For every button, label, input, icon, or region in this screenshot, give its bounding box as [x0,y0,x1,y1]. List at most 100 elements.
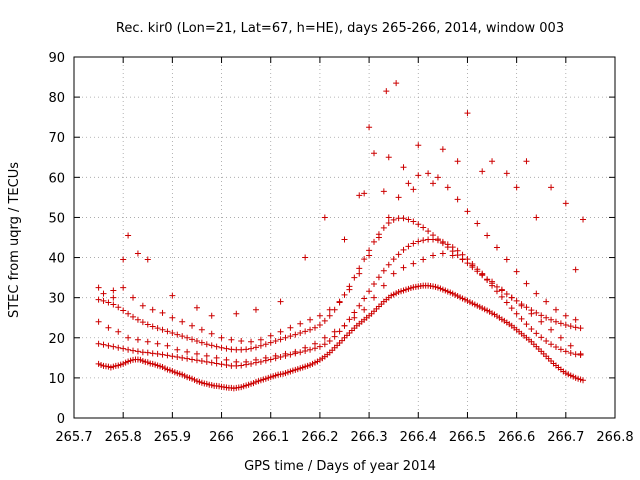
data-point [159,309,166,316]
data-point [277,354,284,361]
data-point [134,348,141,355]
data-point [415,221,422,228]
data-point [557,334,564,341]
data-point [356,265,363,272]
data-point [272,337,279,344]
data-point [425,228,432,235]
data-point [557,320,564,327]
data-point [316,312,323,319]
plot-frame [73,56,616,419]
data-point [326,306,333,313]
x-tick-label: 265.9 [154,430,191,445]
x-tick-label: 266.7 [547,430,584,445]
data-point [366,252,373,259]
data-point [513,184,520,191]
data-point [484,232,491,239]
data-point [439,146,446,153]
data-point [346,286,353,293]
y-tick-labels: 0 10 20 30 40 50 60 70 80 90 [48,51,65,427]
data-point [257,336,264,343]
data-point [287,351,294,358]
x-tick-labels: 265.7 265.8 265.9 266 266.1 266.2 266.3 266.4 26… [55,430,633,445]
data-point [238,362,245,369]
data-point [213,360,220,367]
data-point [248,345,255,352]
data-point [341,236,348,243]
data-point [361,306,368,313]
data-point [120,284,127,291]
data-point [464,208,471,215]
data-point [518,315,525,322]
data-point [390,216,397,223]
data-point [380,282,387,289]
data-point [252,344,259,351]
data-point [430,232,437,239]
data-point [115,344,122,351]
data-point [410,218,417,225]
data-point [282,334,289,341]
data-point [498,286,505,293]
data-point [552,306,559,313]
data-point [371,150,378,157]
data-point [385,214,392,221]
y-tick-label: 30 [48,292,65,307]
data-point [425,170,432,177]
data-point [139,302,146,309]
x-axis-label: GPS time / Days of year 2014 [244,459,436,474]
data-point [513,268,520,275]
data-point [503,170,510,177]
data-point [533,214,540,221]
data-point [562,348,569,355]
data-point [346,316,353,323]
data-point [154,350,161,357]
data-point [130,347,137,354]
data-point [110,294,117,301]
data-point [548,341,555,348]
data-point [375,234,382,241]
data-point [316,321,323,328]
data-point [238,337,245,344]
data-point [154,340,161,347]
data-point [390,256,397,263]
data-point [439,250,446,257]
data-point [518,302,525,309]
x-tick-label: 266.4 [400,430,437,445]
y-tick-label: 40 [48,252,65,267]
data-point [326,312,333,319]
data-point [567,350,574,357]
data-point [277,328,284,335]
data-point [144,321,151,328]
y-tick-label: 80 [48,91,65,106]
data-point [169,314,176,321]
data-point [326,337,333,344]
data-point [420,256,427,263]
data-point [493,244,500,251]
data-point [213,343,220,350]
data-point [307,346,314,353]
data-point [311,340,318,347]
data-point [479,168,486,175]
data-point [159,326,166,333]
data-point [105,299,112,306]
data-point [351,274,358,281]
data-point [356,192,363,199]
data-point [508,294,515,301]
data-point [184,334,191,341]
data-point [149,323,156,330]
data-point [154,325,161,332]
data-point [297,329,304,336]
data-point [434,174,441,181]
data-point [164,352,171,359]
data-point [366,247,373,254]
data-point [321,214,328,221]
data-point [366,288,373,295]
data-point [100,290,107,297]
data-point [287,333,294,340]
data-point [580,216,587,223]
data-point [420,237,427,244]
data-point [361,190,368,197]
data-point [198,358,205,365]
data-point [385,261,392,268]
x-tick-label: 266.3 [350,430,387,445]
data-point [115,328,122,335]
